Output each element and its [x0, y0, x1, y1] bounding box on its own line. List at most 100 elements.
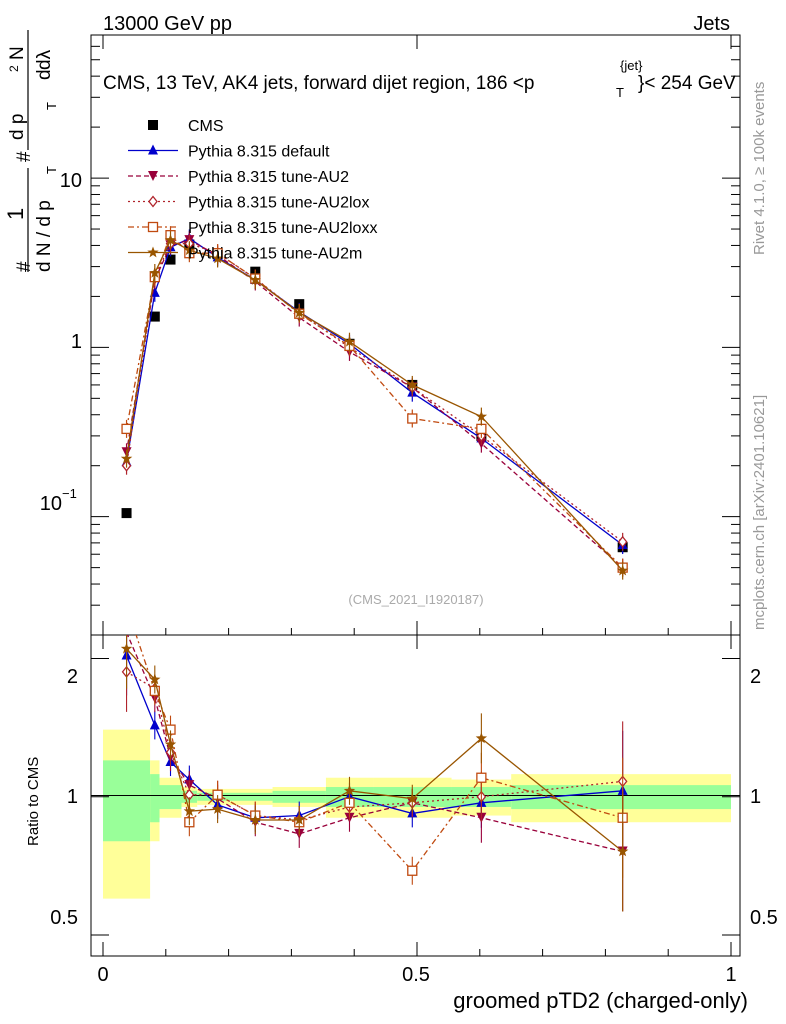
- series-au2m: [120, 231, 629, 580]
- header-right: Jets: [693, 13, 730, 35]
- svg-text:dλ: dλ: [34, 49, 55, 70]
- legend-marker-au2: [148, 171, 158, 181]
- plot-title-sub: T: [616, 85, 624, 100]
- y-tick-label-10: 10: [60, 170, 82, 192]
- data-point-au2m: [211, 252, 224, 264]
- ratio-tick-label-2-right: 2: [750, 666, 761, 688]
- ratio-tick-label-1: 1: [67, 786, 78, 808]
- ratio-point-au2m: [406, 792, 418, 804]
- legend-marker-cms: [148, 120, 158, 130]
- ratio-band-green: [238, 792, 273, 801]
- ratio-line-au2loxx: [135, 635, 623, 872]
- svg-text:d: d: [34, 69, 55, 80]
- ratio-series-au2loxx: [135, 635, 628, 885]
- series-line-au2loxx: [125, 234, 624, 569]
- plot-title-sup: {jet}: [620, 58, 643, 73]
- series-au2lox: [121, 234, 628, 551]
- y-tick-label-1: 1: [71, 331, 82, 353]
- main-y-axis-label: # 1 d N / d p T # d p T d 2 N dλ: [3, 30, 59, 272]
- side-mcplots-label: mcplots.cern.ch [arXiv:2401.10621]: [751, 395, 768, 630]
- series-line-au2m: [125, 239, 624, 572]
- ratio-point-au2m: [249, 814, 261, 825]
- ratio-point-au2m: [293, 814, 305, 825]
- side-rivet-label: Rivet 4.1.0, ≥ 100k events: [751, 82, 768, 255]
- legend-marker-au2lox: [148, 195, 158, 208]
- ratio-point-au2m: [164, 738, 177, 750]
- svg-text:N: N: [7, 46, 28, 60]
- svg-text:#: #: [14, 151, 35, 162]
- ratio-series-au2m: [120, 635, 629, 912]
- ratio-point-au2m: [211, 803, 224, 814]
- data-point-au2lox: [617, 535, 628, 548]
- ratio-clip-group: [126, 635, 628, 912]
- data-point-au2m: [617, 564, 629, 576]
- ratio-y-axis-label: Ratio to CMS: [25, 757, 42, 846]
- ratio-tick-label-2: 2: [67, 666, 78, 688]
- ratio-tick-label-1-right: 1: [750, 786, 761, 808]
- legend-label-cms: CMS: [188, 118, 224, 135]
- ratio-band-green: [159, 785, 182, 810]
- ratio-band-green: [103, 760, 151, 842]
- legend-label-default: Pythia 8.315 default: [188, 144, 330, 161]
- legend-label-au2lox: Pythia 8.315 tune-AU2lox: [188, 195, 369, 212]
- ratio-point-au2m: [183, 805, 196, 817]
- x-axis-label: groomed pTD2 (charged-only): [453, 988, 748, 1013]
- ratio-tick-label-0.5: 0.5: [50, 907, 78, 929]
- svg-text:2: 2: [7, 65, 21, 72]
- ratio-point-au2m: [617, 845, 629, 857]
- series-line-default: [125, 237, 624, 546]
- y-tick-label-0.1-exp: −1: [62, 486, 77, 501]
- ratio-point-au2m: [149, 673, 161, 685]
- data-point-au2m: [164, 234, 177, 245]
- data-point-cms: [165, 254, 176, 265]
- series-line-au2: [125, 239, 624, 569]
- series-au2loxx: [121, 226, 628, 577]
- x-tick-label-1: 1: [725, 964, 736, 986]
- svg-text:T: T: [44, 166, 59, 174]
- legend-label-au2loxx: Pythia 8.315 tune-AU2loxx: [188, 220, 377, 237]
- data-point-au2m: [120, 452, 133, 464]
- header-left: 13000 GeV pp: [103, 13, 232, 35]
- data-point-au2loxx: [121, 423, 132, 435]
- ratio-series: [120, 635, 629, 912]
- ratio-series-au2: [126, 635, 628, 912]
- ratio-point-au2m: [120, 642, 133, 654]
- data-point-au2m: [149, 267, 161, 278]
- data-point-au2m: [183, 244, 196, 255]
- data-point-au2m: [343, 335, 356, 347]
- analysis-watermark: (CMS_2021_I1920187): [348, 592, 483, 607]
- data-point-au2m: [249, 274, 261, 285]
- data-point-au2loxx: [476, 423, 487, 435]
- legend: CMS Pythia 8.315 default Pythia 8.315 tune…: [128, 118, 377, 263]
- data-point-cms: [121, 508, 132, 519]
- legend-marker-au2m: [147, 246, 159, 258]
- svg-text:d p: d p: [7, 114, 28, 140]
- ratio-tick-label-0.5-right: 0.5: [750, 907, 778, 929]
- data-point-au2loxx: [407, 413, 418, 424]
- data-point-au2m: [475, 410, 488, 422]
- ratio-point-au2loxx: [407, 865, 418, 876]
- x-tick-label-0.5: 0.5: [402, 964, 430, 986]
- series-line-au2lox: [125, 242, 624, 543]
- ratio-band-green: [272, 790, 326, 803]
- legend-marker-au2loxx: [147, 221, 159, 233]
- ratio-band-green: [150, 774, 160, 823]
- data-point-au2m: [406, 378, 418, 390]
- legend-label-au2: Pythia 8.315 tune-AU2: [188, 169, 349, 186]
- ratio-clip-group: [120, 635, 629, 912]
- axis-ticks: [91, 35, 740, 956]
- ratio-point-au2m: [343, 784, 356, 796]
- ratio-band-green: [511, 785, 731, 810]
- data-point-au2m: [293, 306, 305, 318]
- svg-text:d N / d p: d N / d p: [34, 200, 55, 272]
- ratio-point-au2loxx: [476, 772, 487, 783]
- legend-marker-default: [148, 144, 158, 155]
- svg-text:1: 1: [3, 208, 28, 220]
- svg-text:T: T: [44, 102, 59, 110]
- x-tick-label-0: 0: [97, 964, 108, 986]
- plot-title-tail: }< 254 GeV: [638, 73, 736, 94]
- series-au2: [121, 231, 628, 577]
- ratio-point-au2m: [475, 732, 488, 744]
- data-point-cms: [149, 311, 160, 322]
